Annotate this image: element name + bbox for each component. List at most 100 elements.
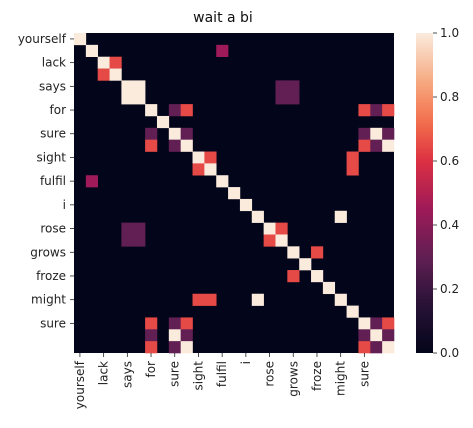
row-tick-label: sight — [36, 150, 66, 164]
heatmap-cell — [358, 127, 371, 140]
colorbar-tick-label: 0.6 — [440, 154, 459, 168]
heatmap-cell — [358, 341, 371, 354]
column-tick-label: lack — [97, 361, 111, 385]
heatmap-cell — [382, 341, 395, 354]
heatmap-cell — [263, 222, 276, 235]
colorbar-gradient — [416, 33, 433, 353]
heatmap-cell — [180, 317, 193, 330]
heatmap-cell — [358, 139, 371, 152]
heatmap-cell — [287, 80, 300, 93]
row-tick-label: grows — [30, 245, 66, 259]
heatmap-cell — [382, 104, 395, 117]
column-tick-label: sure — [357, 361, 371, 387]
heatmap-cell — [121, 234, 134, 247]
heatmap-cell — [263, 234, 276, 247]
heatmap-cell — [346, 163, 359, 176]
heatmap-cell — [287, 246, 300, 259]
heatmap-cell — [239, 198, 253, 212]
heatmap-cell — [192, 293, 205, 306]
heatmap-cell — [168, 104, 181, 117]
heatmap-cell — [85, 44, 98, 57]
heatmap-cell — [168, 317, 181, 330]
heatmap-cell — [133, 234, 146, 247]
heatmap-cell — [311, 246, 324, 259]
heatmap-cell — [204, 163, 217, 176]
row-tick-label: yourself — [18, 32, 67, 46]
column-tick-label: sight — [191, 361, 205, 391]
heatmap-cell — [192, 163, 205, 176]
heatmap-cell — [370, 329, 383, 342]
heatmap-cell — [370, 317, 383, 330]
heatmap-cell — [275, 234, 288, 247]
heatmap-grid — [74, 33, 395, 354]
heatmap-cell — [121, 92, 134, 105]
row-tick-label: sure — [40, 316, 66, 330]
column-tick-label: froze — [310, 361, 324, 391]
heatmap-cell — [145, 317, 158, 330]
heatmap-cell — [358, 317, 371, 330]
heatmap-cell — [382, 127, 395, 140]
heatmap-cell — [382, 139, 395, 152]
heatmap-cell — [145, 341, 158, 354]
heatmap-cell — [145, 127, 158, 140]
heatmap-cell — [74, 33, 87, 46]
heatmap-cell — [133, 222, 146, 235]
heatmap-cell — [156, 115, 170, 129]
heatmap-cell — [192, 151, 205, 164]
heatmap-cell — [334, 293, 347, 306]
colorbar-tick-label: 1.0 — [440, 26, 459, 40]
row-tick-label: lack — [42, 56, 66, 70]
heatmap-cell — [275, 222, 288, 235]
row-tick-labels: yourself lack says for sure sight fulfil i rose g… — [18, 32, 74, 330]
heatmap-cell — [346, 305, 359, 318]
heatmap-cell — [358, 104, 371, 117]
heatmap-cell — [180, 341, 193, 354]
heatmap-cell — [180, 329, 193, 342]
row-tick-label: rose — [40, 222, 66, 236]
column-tick-label: fulfil — [215, 361, 229, 387]
heatmap-cell — [216, 44, 229, 57]
heatmap-cell — [180, 127, 193, 140]
row-tick-label: i — [63, 198, 66, 212]
heatmap-cell — [382, 317, 395, 330]
heatmap-cell — [287, 270, 300, 283]
heatmap-cell — [85, 175, 98, 188]
heatmap-cell — [287, 92, 300, 105]
heatmap-cell — [121, 222, 134, 235]
heatmap-cell — [275, 80, 288, 93]
column-tick-label: might — [334, 361, 348, 396]
chart-title: wait a bi — [193, 10, 253, 26]
heatmap-cell — [168, 329, 181, 342]
heatmap-cell — [145, 329, 158, 342]
colorbar-tick-label: 0.8 — [440, 90, 459, 104]
heatmap-cell — [133, 80, 146, 93]
colorbar-tick-label: 0.4 — [440, 218, 459, 232]
heatmap-cell — [109, 68, 122, 81]
heatmap-cell — [109, 56, 122, 69]
heatmap-cell — [251, 210, 264, 223]
heatmap-cell — [370, 127, 383, 140]
heatmap-cell — [334, 210, 347, 223]
heatmap-cell — [346, 151, 359, 164]
heatmap-cell — [370, 341, 383, 354]
heatmap-cell — [216, 175, 229, 188]
heatmap-cell — [382, 329, 395, 342]
colorbar-tick-labels: 0.0 0.2 0.4 0.6 0.8 1.0 — [433, 26, 459, 360]
heatmap-cell — [168, 341, 181, 354]
colorbar-tick-label: 0.2 — [440, 282, 459, 296]
row-tick-label: froze — [36, 269, 66, 283]
heatmap-cell — [180, 139, 193, 152]
heatmap-cell — [168, 127, 181, 140]
heatmap-cell — [370, 104, 383, 117]
row-tick-label: sure — [40, 127, 66, 141]
heatmap-cell — [133, 92, 146, 105]
heatmap-cell — [228, 187, 241, 200]
column-tick-label: sure — [168, 361, 182, 387]
column-tick-label: yourself — [73, 360, 87, 409]
heatmap-cell — [358, 329, 371, 342]
column-tick-labels: yourself lack says for sure sight fulfil i rose g… — [73, 353, 371, 409]
heatmap-cell — [299, 258, 312, 271]
colorbar-tick-label: 0.0 — [440, 346, 459, 360]
column-tick-label: for — [144, 361, 158, 378]
